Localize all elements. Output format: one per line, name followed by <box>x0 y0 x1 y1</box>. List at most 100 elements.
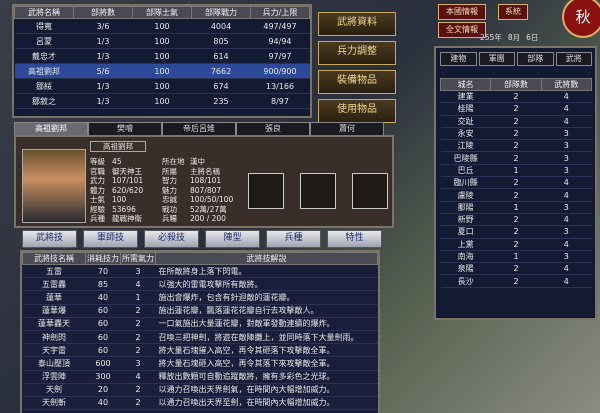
skill-tab[interactable]: 軍師技 <box>83 230 138 248</box>
row[interactable]: 鄱陽 1 3 <box>440 201 592 214</box>
cell: 2 <box>120 343 156 358</box>
row[interactable]: 五雷 70 3 在所敵將身上落下閃電。 <box>22 264 378 279</box>
cell: 4 <box>541 188 592 202</box>
stat-value: 107/101 <box>112 176 144 185</box>
row[interactable]: 神劍閃 60 2 召喚三把神劍，將遊在敵陣攤上，並同時落下大量劍雨。 <box>22 330 378 345</box>
row[interactable]: 巴丘 1 3 <box>440 164 592 178</box>
row[interactable]: 南海 1 3 <box>440 250 592 264</box>
cell: 3 <box>120 356 156 371</box>
menu-button[interactable]: 兵力調整 <box>318 41 396 65</box>
column-header: 武將名稱 <box>14 6 74 19</box>
row[interactable]: 桂陽 2 4 <box>440 102 592 116</box>
stat-value: 御天神王 <box>112 166 142 176</box>
row[interactable]: 交趾 2 4 <box>440 115 592 128</box>
system-button[interactable]: 系統 <box>498 4 528 20</box>
row[interactable]: 泰山壓頂 600 3 將大量石塊砸入高空，再令其落下來攻擊敵全軍。 <box>22 356 378 371</box>
cell: 4 <box>541 262 592 276</box>
row[interactable]: 天劍斬 40 2 以通力召喚出天界至劍，在時間內大幅增加威力。 <box>22 396 378 411</box>
row[interactable]: 鄒敘之 1/3 100 235 8/97 <box>14 93 310 109</box>
row[interactable]: 五雷轟 85 4 以強大的雷電攻擊所有敵將。 <box>22 277 378 292</box>
menu-button[interactable]: 武將資料 <box>318 12 396 36</box>
year: 255年 <box>480 33 502 42</box>
city-tab[interactable]: 武將 <box>555 52 592 66</box>
row[interactable]: 建業 2 4 <box>440 90 592 104</box>
row[interactable]: 巴陵縣 2 3 <box>440 151 592 165</box>
cell: 4 <box>541 115 592 128</box>
officer-tab[interactable]: 樊噲 <box>88 122 162 136</box>
cell: 2 <box>120 396 156 411</box>
row[interactable]: 夏口 2 3 <box>440 225 592 239</box>
row[interactable]: 呂蒙 1/3 100 805 94/94 <box>14 33 310 49</box>
cell: 呂蒙 <box>14 33 74 49</box>
row[interactable]: 蓮華 40 1 施出會爆炸，包含有針迴敵的蓮花瓣。 <box>22 290 378 305</box>
officer-tab[interactable]: 帝后呂雉 <box>162 122 236 136</box>
cell: 3 <box>541 250 592 264</box>
skill-tab[interactable]: 武將技 <box>22 230 77 248</box>
full-info-button[interactable]: 全文情報 <box>438 22 486 38</box>
city-tab[interactable]: 建物 <box>440 52 477 66</box>
header-row: 武將名稱 部將數 部隊士氣 部隊戰力 兵力/上限 <box>14 6 310 19</box>
stat-row: 等級 45 所在地 漢中 <box>90 157 250 167</box>
skill-tab[interactable]: 兵種 <box>266 230 321 248</box>
row[interactable]: 新野 2 4 <box>440 213 592 227</box>
officer-tab[interactable]: 高祖劉邦 <box>14 122 88 136</box>
skill-tab[interactable]: 陣型 <box>205 230 260 248</box>
cell: 高祖劉邦 <box>14 63 74 79</box>
row[interactable]: 浮雲陣 300 4 釋放出數顆可自動追蹤敵將，擁有多彩色之光球。 <box>22 370 378 384</box>
row[interactable]: 上黨 2 4 <box>440 238 592 251</box>
row[interactable]: 得寬 3/6 100 4004 497/497 <box>14 18 310 34</box>
equip-slot[interactable] <box>352 173 388 209</box>
cell: 蓮華爆 <box>22 304 86 318</box>
row[interactable]: 江陵 2 3 <box>440 139 592 153</box>
row[interactable]: 長沙 2 4 <box>440 274 592 288</box>
cell: 600 <box>85 356 121 371</box>
stat-value: 漢中 <box>190 157 205 166</box>
cell: 100 <box>132 18 192 34</box>
stat-label: 經驗 <box>90 204 105 214</box>
column-header: 兵力/上限 <box>250 6 310 19</box>
equip-slot[interactable] <box>300 173 336 209</box>
cell: 100 <box>132 93 192 109</box>
row[interactable]: 臨川縣 2 4 <box>440 176 592 190</box>
row[interactable]: 天宇雷 60 2 將大量石塊摧入高空，再令其砸落下攻擊敵全軍。 <box>22 343 378 358</box>
stat-label: 士氣 <box>90 195 105 204</box>
cell: 70 <box>85 264 121 279</box>
cell: 2 <box>490 238 542 251</box>
row[interactable]: 永安 2 3 <box>440 127 592 141</box>
equip-slot[interactable] <box>248 173 284 209</box>
stat-value: 200 / 200 <box>190 214 226 223</box>
stat-value: 807/807 <box>190 185 222 195</box>
cell: 夏口 <box>440 225 491 239</box>
stat-label: 所屬 <box>162 166 177 176</box>
row[interactable]: 天劍 20 2 以通力召喚出天界劍氣，在時間內大幅增加威力。 <box>22 383 378 397</box>
stat-label: 忠誠 <box>162 195 177 204</box>
row[interactable]: 戴忠才 1/3 100 614 97/97 <box>14 48 310 64</box>
row[interactable]: 高祖劉邦 5/6 100 7662 900/900 <box>14 63 310 79</box>
cell: 施出蓮花瓣，飄落蓮花花瓣自行去攻擊敵人。 <box>155 304 378 318</box>
row[interactable]: 盧陵 2 4 <box>440 188 592 202</box>
cell: 長沙 <box>440 274 491 288</box>
row[interactable]: 蓮華爆 60 2 施出蓮花瓣，飄落蓮花花瓣自行去攻擊敵人。 <box>22 304 378 318</box>
stat-value: 620/620 <box>112 185 144 195</box>
header-row: 武將技名稱 消耗技力 所需氣力 武將技解說 <box>22 252 378 265</box>
menu-button[interactable]: 使用物品 <box>318 99 396 123</box>
city-tab[interactable]: 部隊 <box>517 52 554 66</box>
month: 8月 <box>507 33 521 42</box>
row[interactable]: 泉陽 2 4 <box>440 262 592 276</box>
header-row: 城名 部隊數 武將數 <box>439 78 593 91</box>
skill-tab[interactable]: 特性 <box>327 230 382 248</box>
skill-table: 武將技名稱 消耗技力 所需氣力 武將技解說 五雷 70 3 在所敵將身上落下閃電。 五雷轟 85 4… <box>22 252 378 411</box>
cell: 泰山壓頂 <box>22 356 86 371</box>
date: 255年 8月 6日 <box>480 32 566 43</box>
country-info-button[interactable]: 本國情報 <box>438 4 486 20</box>
cell: 2 <box>490 188 542 202</box>
officer-tab[interactable]: 蕭何 <box>310 122 384 136</box>
menu-button[interactable]: 裝備物品 <box>318 70 396 94</box>
row[interactable]: 鄒綏 1/3 100 674 13/166 <box>14 78 310 94</box>
skill-tab[interactable]: 必殺技 <box>144 230 199 248</box>
cell: 40 <box>85 290 121 305</box>
city-tab[interactable]: 軍團 <box>478 52 515 66</box>
officer-tab[interactable]: 張良 <box>236 122 310 136</box>
row[interactable]: 蓮華轟天 60 2 一口氣施出大量蓮花瓣，對敵軍發動連續的爆炸。 <box>22 317 378 331</box>
